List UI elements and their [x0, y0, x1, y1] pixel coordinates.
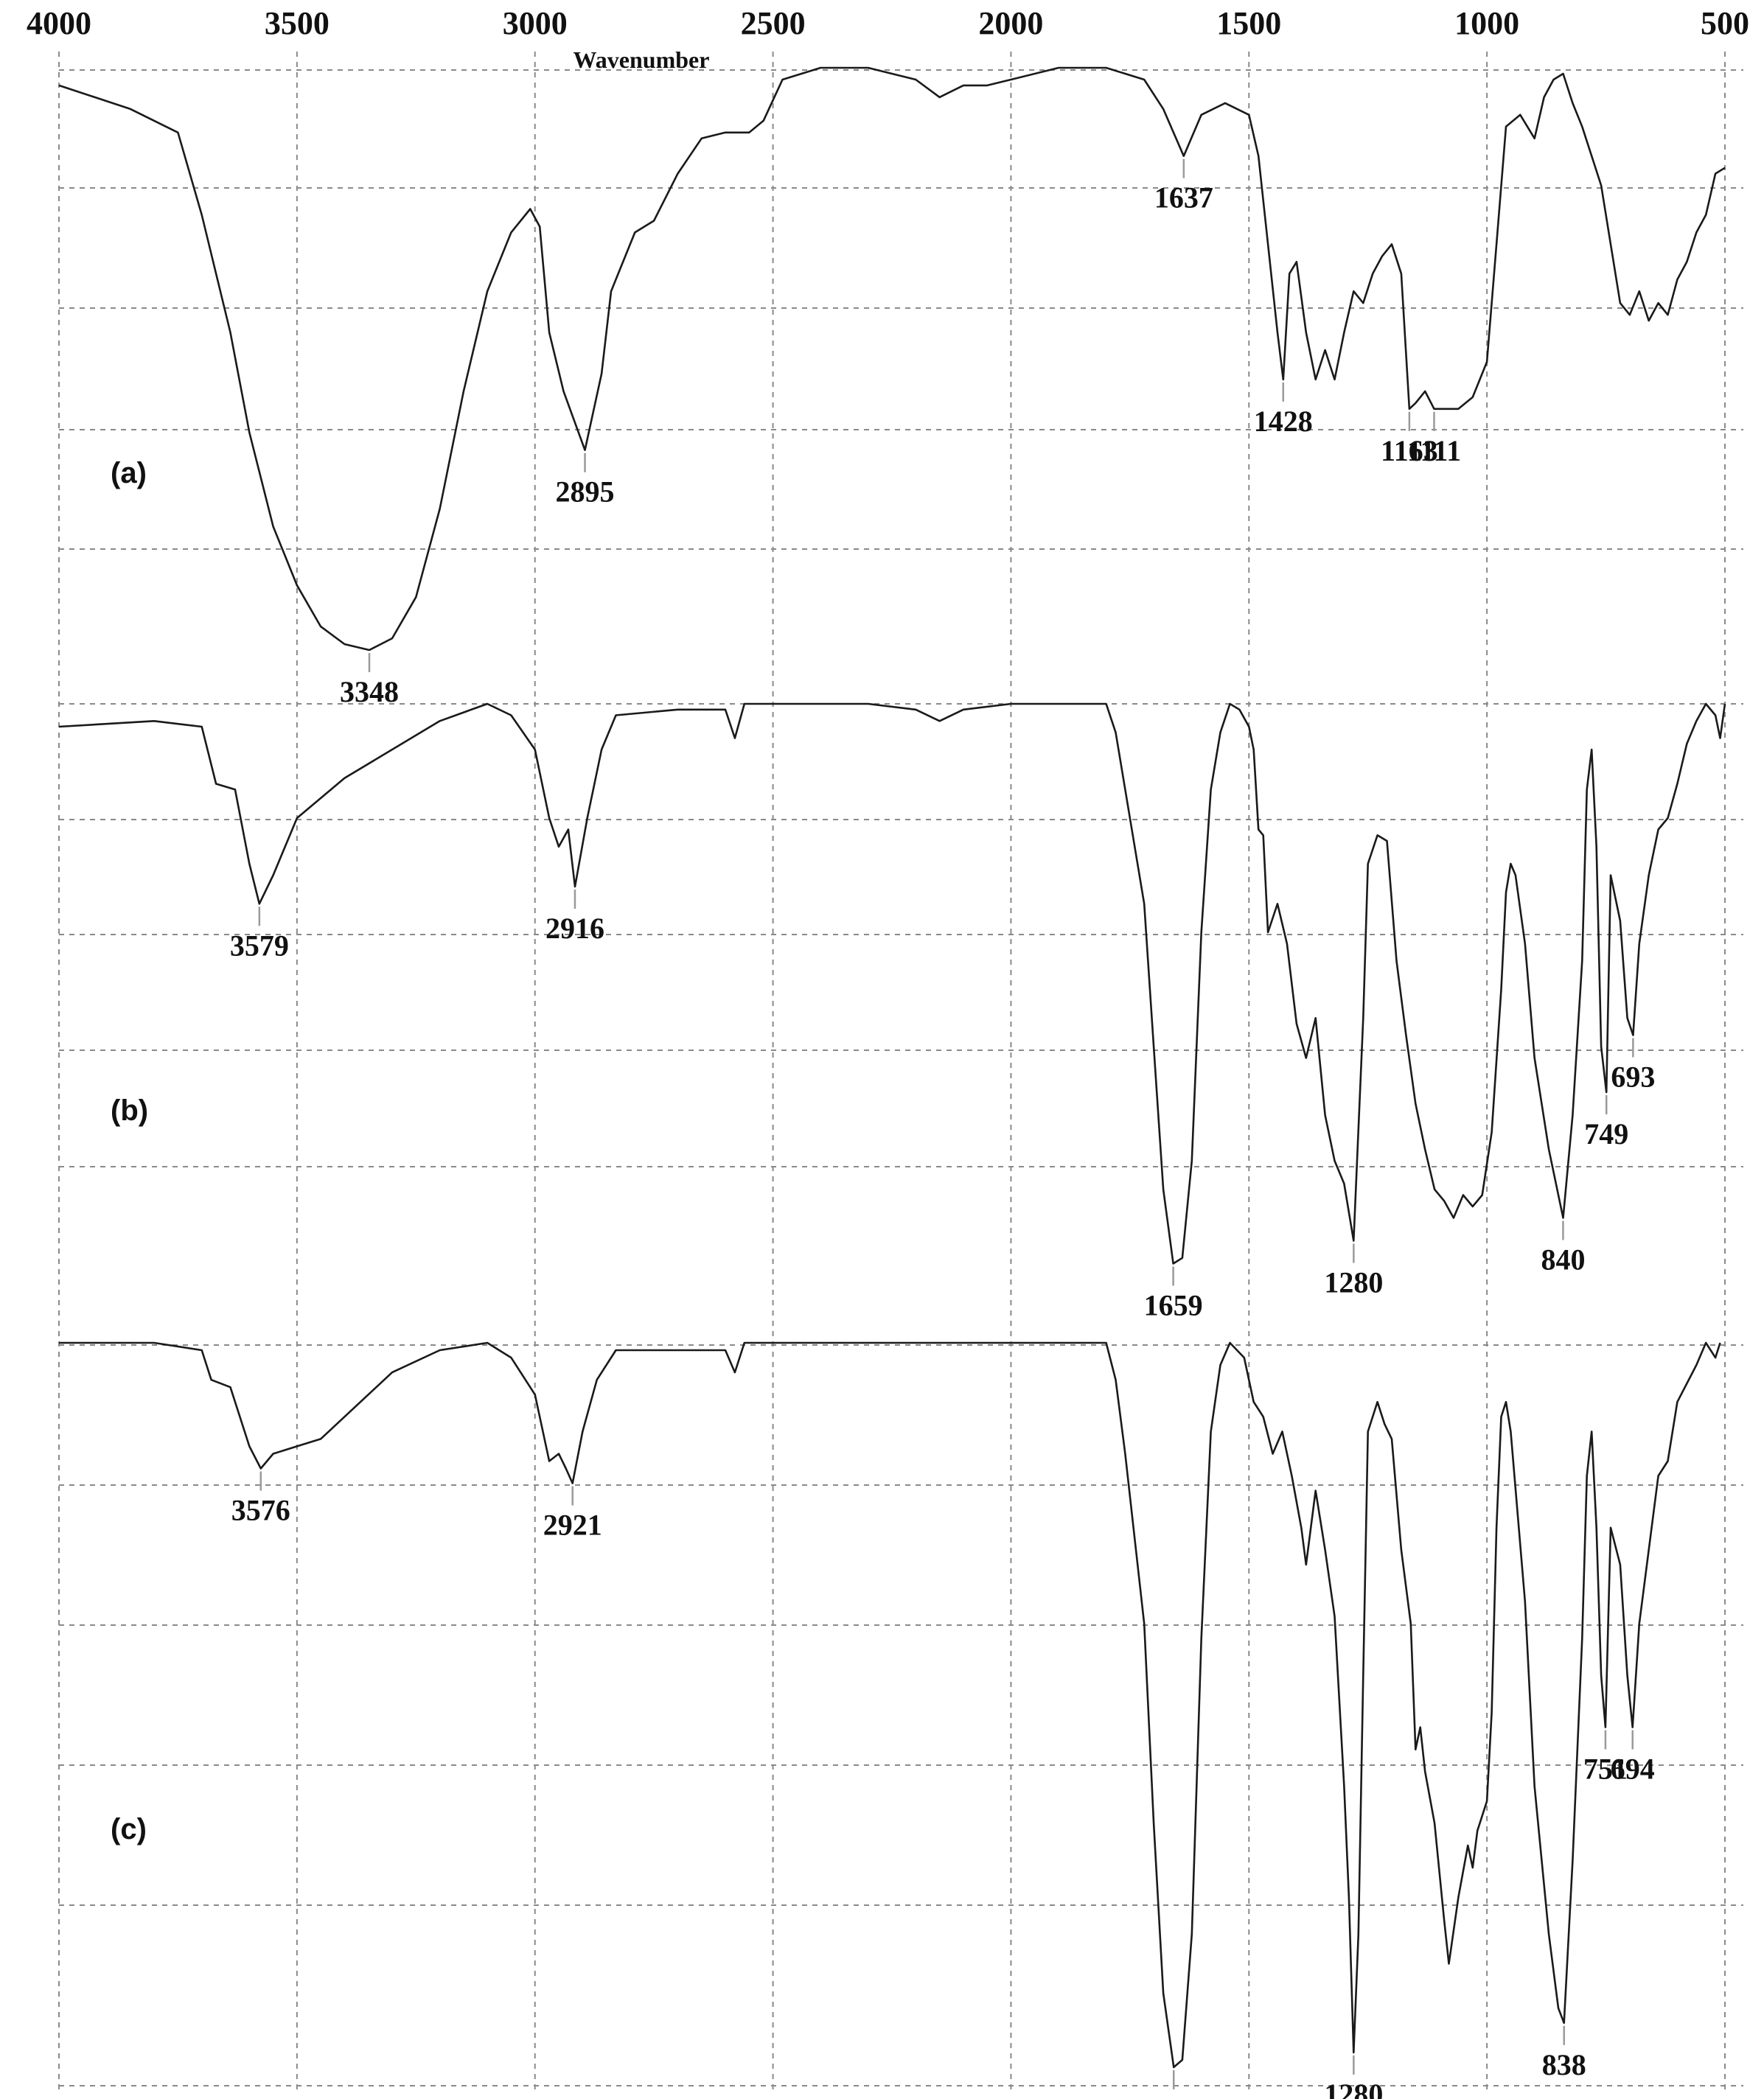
peak-label: 2921 [543, 1509, 602, 1542]
peak-label: 1111 [1407, 434, 1461, 467]
peak-label: 840 [1541, 1243, 1585, 1276]
x-tick-label: 500 [1701, 5, 1749, 41]
peak-label: 838 [1542, 2048, 1586, 2081]
x-tick-label: 1500 [1216, 5, 1281, 41]
peak-label: 3576 [231, 1494, 290, 1527]
x-tick-label: 2000 [978, 5, 1043, 41]
x-tick-label: 2500 [741, 5, 806, 41]
panel-label: (a) [111, 457, 147, 489]
peak-label: 751 [1583, 1753, 1628, 1786]
spectrum-line [59, 1341, 1721, 2069]
spectrum-panel: (b) 3579 2916 1659 1280 840 749 693 [58, 702, 1726, 1322]
peak-label: 2916 [545, 912, 604, 945]
x-tick-label: 3000 [503, 5, 568, 41]
peak-label: 3579 [230, 929, 289, 962]
peak-label: 3348 [340, 675, 399, 708]
peak-label: 749 [1584, 1117, 1628, 1150]
x-tick-label: 3500 [265, 5, 330, 41]
x-tick-label: 4000 [27, 5, 91, 41]
peak-label: 1637 [1154, 181, 1213, 214]
spectrum-line [58, 66, 1726, 652]
panel-label: (b) [111, 1094, 148, 1127]
peak-label: 2895 [556, 475, 615, 509]
x-axis-label: Wavenumber [574, 46, 710, 73]
peak-label: 1658 [1144, 2092, 1203, 2099]
peak-label: 1280 [1324, 2078, 1383, 2099]
spectrum-line [58, 702, 1726, 1265]
panel-label: (c) [111, 1813, 147, 1845]
peak-label: 1280 [1324, 1266, 1383, 1299]
peak-label: 1428 [1254, 405, 1313, 438]
x-tick-labels: 4000 3500 3000 2500 2000 1500 1000 500 [27, 5, 1749, 41]
grid-lines [58, 52, 1743, 2093]
peak-label: 693 [1611, 1061, 1655, 1094]
peak-label: 694 [1611, 1753, 1655, 1786]
x-tick-label: 1000 [1454, 5, 1519, 41]
peak-label: 1163 [1381, 434, 1438, 467]
peak-label: 1659 [1144, 1289, 1203, 1322]
